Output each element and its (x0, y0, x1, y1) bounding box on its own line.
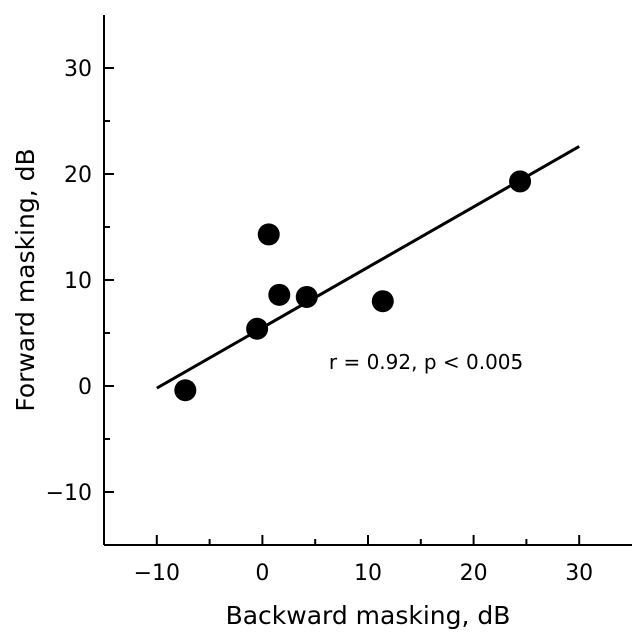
y-tick-label: 0 (78, 375, 92, 400)
x-tick-label: 20 (460, 561, 488, 586)
y-axis-title: Forward masking, dB (11, 148, 40, 411)
ticks (103, 67, 581, 546)
y-tick-label: 30 (64, 57, 92, 82)
axes (103, 15, 632, 546)
data-point (246, 317, 269, 340)
data-point (509, 170, 532, 193)
data-point (295, 285, 318, 308)
data-point (257, 223, 280, 246)
data-point (268, 283, 291, 306)
x-tick-label: 0 (255, 561, 269, 586)
x-axis-title: Backward masking, dB (226, 601, 511, 630)
data-points (174, 170, 532, 402)
y-tick-label: −10 (46, 481, 92, 506)
correlation-annotation: r = 0.92, p < 0.005 (329, 350, 523, 374)
tick-labels: −10 0 10 20 30 −10 0 10 20 30 (46, 57, 594, 586)
y-tick-label: 20 (64, 163, 92, 188)
x-tick-label: 10 (354, 561, 382, 586)
y-tick-label: 10 (64, 269, 92, 294)
x-tick-label: 30 (565, 561, 593, 586)
x-tick-label: −10 (134, 561, 180, 586)
regression-line (156, 145, 580, 390)
data-point (371, 290, 394, 313)
data-point (174, 379, 197, 402)
